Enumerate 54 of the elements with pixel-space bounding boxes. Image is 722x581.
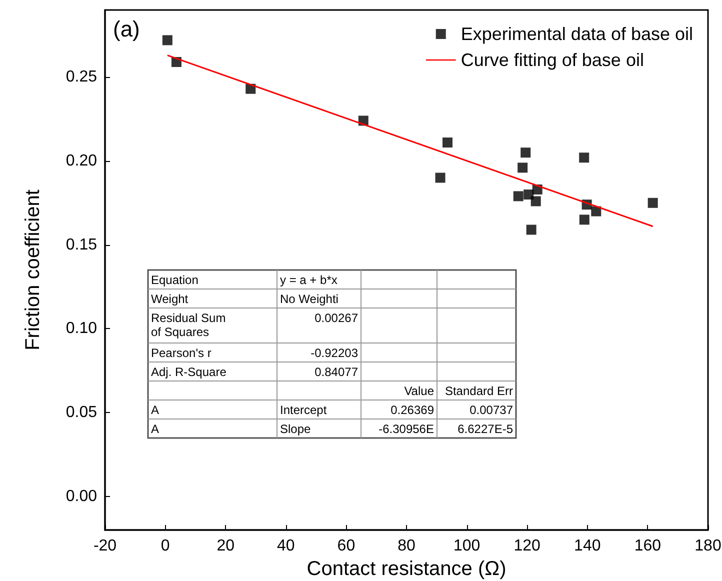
annotation: Adj. R-Square [151,365,227,379]
point [530,196,541,206]
point [162,35,172,46]
annotation: Standard Err [444,384,513,398]
annotation: A [151,422,160,436]
y-tick-label: 0.25 [66,68,98,86]
annotation: A [151,403,160,417]
y-tick-label: 0.20 [66,152,98,170]
point [579,214,590,225]
point [526,224,536,235]
annotation: -0.92203 [310,346,358,360]
annotation: y = a + b*x [280,273,338,287]
point [648,198,658,208]
annotation: -6.30956E [378,422,434,436]
point [435,172,446,183]
y-tick-label: 0.00 [66,488,98,505]
x-tick-label: 100 [453,538,480,554]
x-tick-label: 180 [694,538,722,554]
point [518,162,528,173]
annotation: Slope [280,422,312,436]
point [579,152,590,163]
annotation: Pearson's r [151,346,212,360]
point [591,206,602,216]
annotation: 6.6227E-5 [458,422,514,436]
annotation: Value [404,384,434,398]
x-tick-label: 160 [634,538,662,554]
x-tick-label: 20 [216,538,235,554]
y-tick-label: 0.10 [66,320,98,338]
annotation: 0.00737 [470,403,514,417]
x-tick-label: 0 [160,538,170,554]
x-axis-title: Contact resistance (Ω) [306,558,506,580]
point [442,138,453,148]
x-tick-label: 40 [277,538,295,554]
x-tick-label: 60 [337,538,356,554]
point [513,191,524,202]
annotation: 0.26369 [390,403,434,417]
annotation: Residual Sum of Squares [151,311,230,339]
legend-label: Experimental data of base oil [460,24,694,44]
annotation: 0.84077 [314,365,358,379]
y-tick-label: 0.15 [66,236,98,254]
annotation: (a) [113,16,140,42]
annotation: Equation [151,273,198,287]
y-tick-label: 0.05 [66,404,98,422]
y-axis-title: Friction coefficient [22,189,44,350]
annotation: No Weighti [280,292,338,306]
x-tick-label: 80 [398,538,416,554]
x-tick-label: 140 [574,538,601,554]
point [520,148,531,158]
x-tick-label: 120 [514,538,541,554]
annotation: Intercept [280,403,328,417]
x-tick-label: -20 [93,538,117,554]
annotation: 0.00267 [314,311,358,325]
legend-label: Curve fitting of base oil [460,50,644,70]
annotation: Weight [151,292,189,306]
